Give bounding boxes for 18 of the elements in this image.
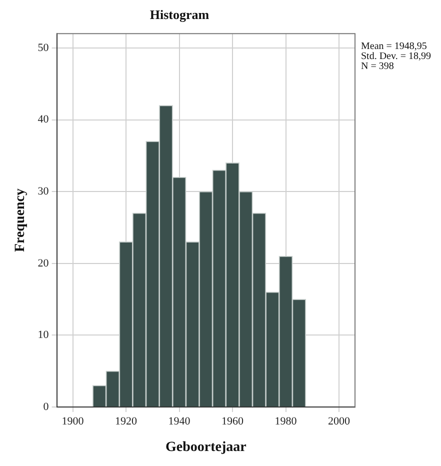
- x-axis-title: Geboortejaar: [165, 440, 246, 456]
- y-tick-label: 40: [38, 114, 50, 126]
- y-tick-label: 50: [38, 42, 50, 54]
- y-tick-label: 10: [38, 329, 50, 342]
- chart-title: Histogram: [150, 7, 210, 22]
- text: Mean = 1948,95: [361, 41, 427, 52]
- x-tick-label: 1940: [168, 415, 191, 428]
- x-tick-label: 1920: [115, 415, 138, 428]
- x-tick-label: 2000: [328, 415, 351, 428]
- text: Std. Dev. = 18,99: [361, 51, 431, 62]
- y-tick-label: 0: [43, 400, 50, 413]
- x-tick-label: 1900: [62, 415, 84, 428]
- y-tick-label: 30: [38, 185, 50, 198]
- text: N = 398: [361, 61, 394, 72]
- y-axis-title: Frequency: [13, 188, 28, 252]
- x-tick-label: 1980: [274, 415, 298, 428]
- y-tick-label: 20: [38, 257, 50, 270]
- x-tick-label: 1960: [222, 415, 244, 428]
